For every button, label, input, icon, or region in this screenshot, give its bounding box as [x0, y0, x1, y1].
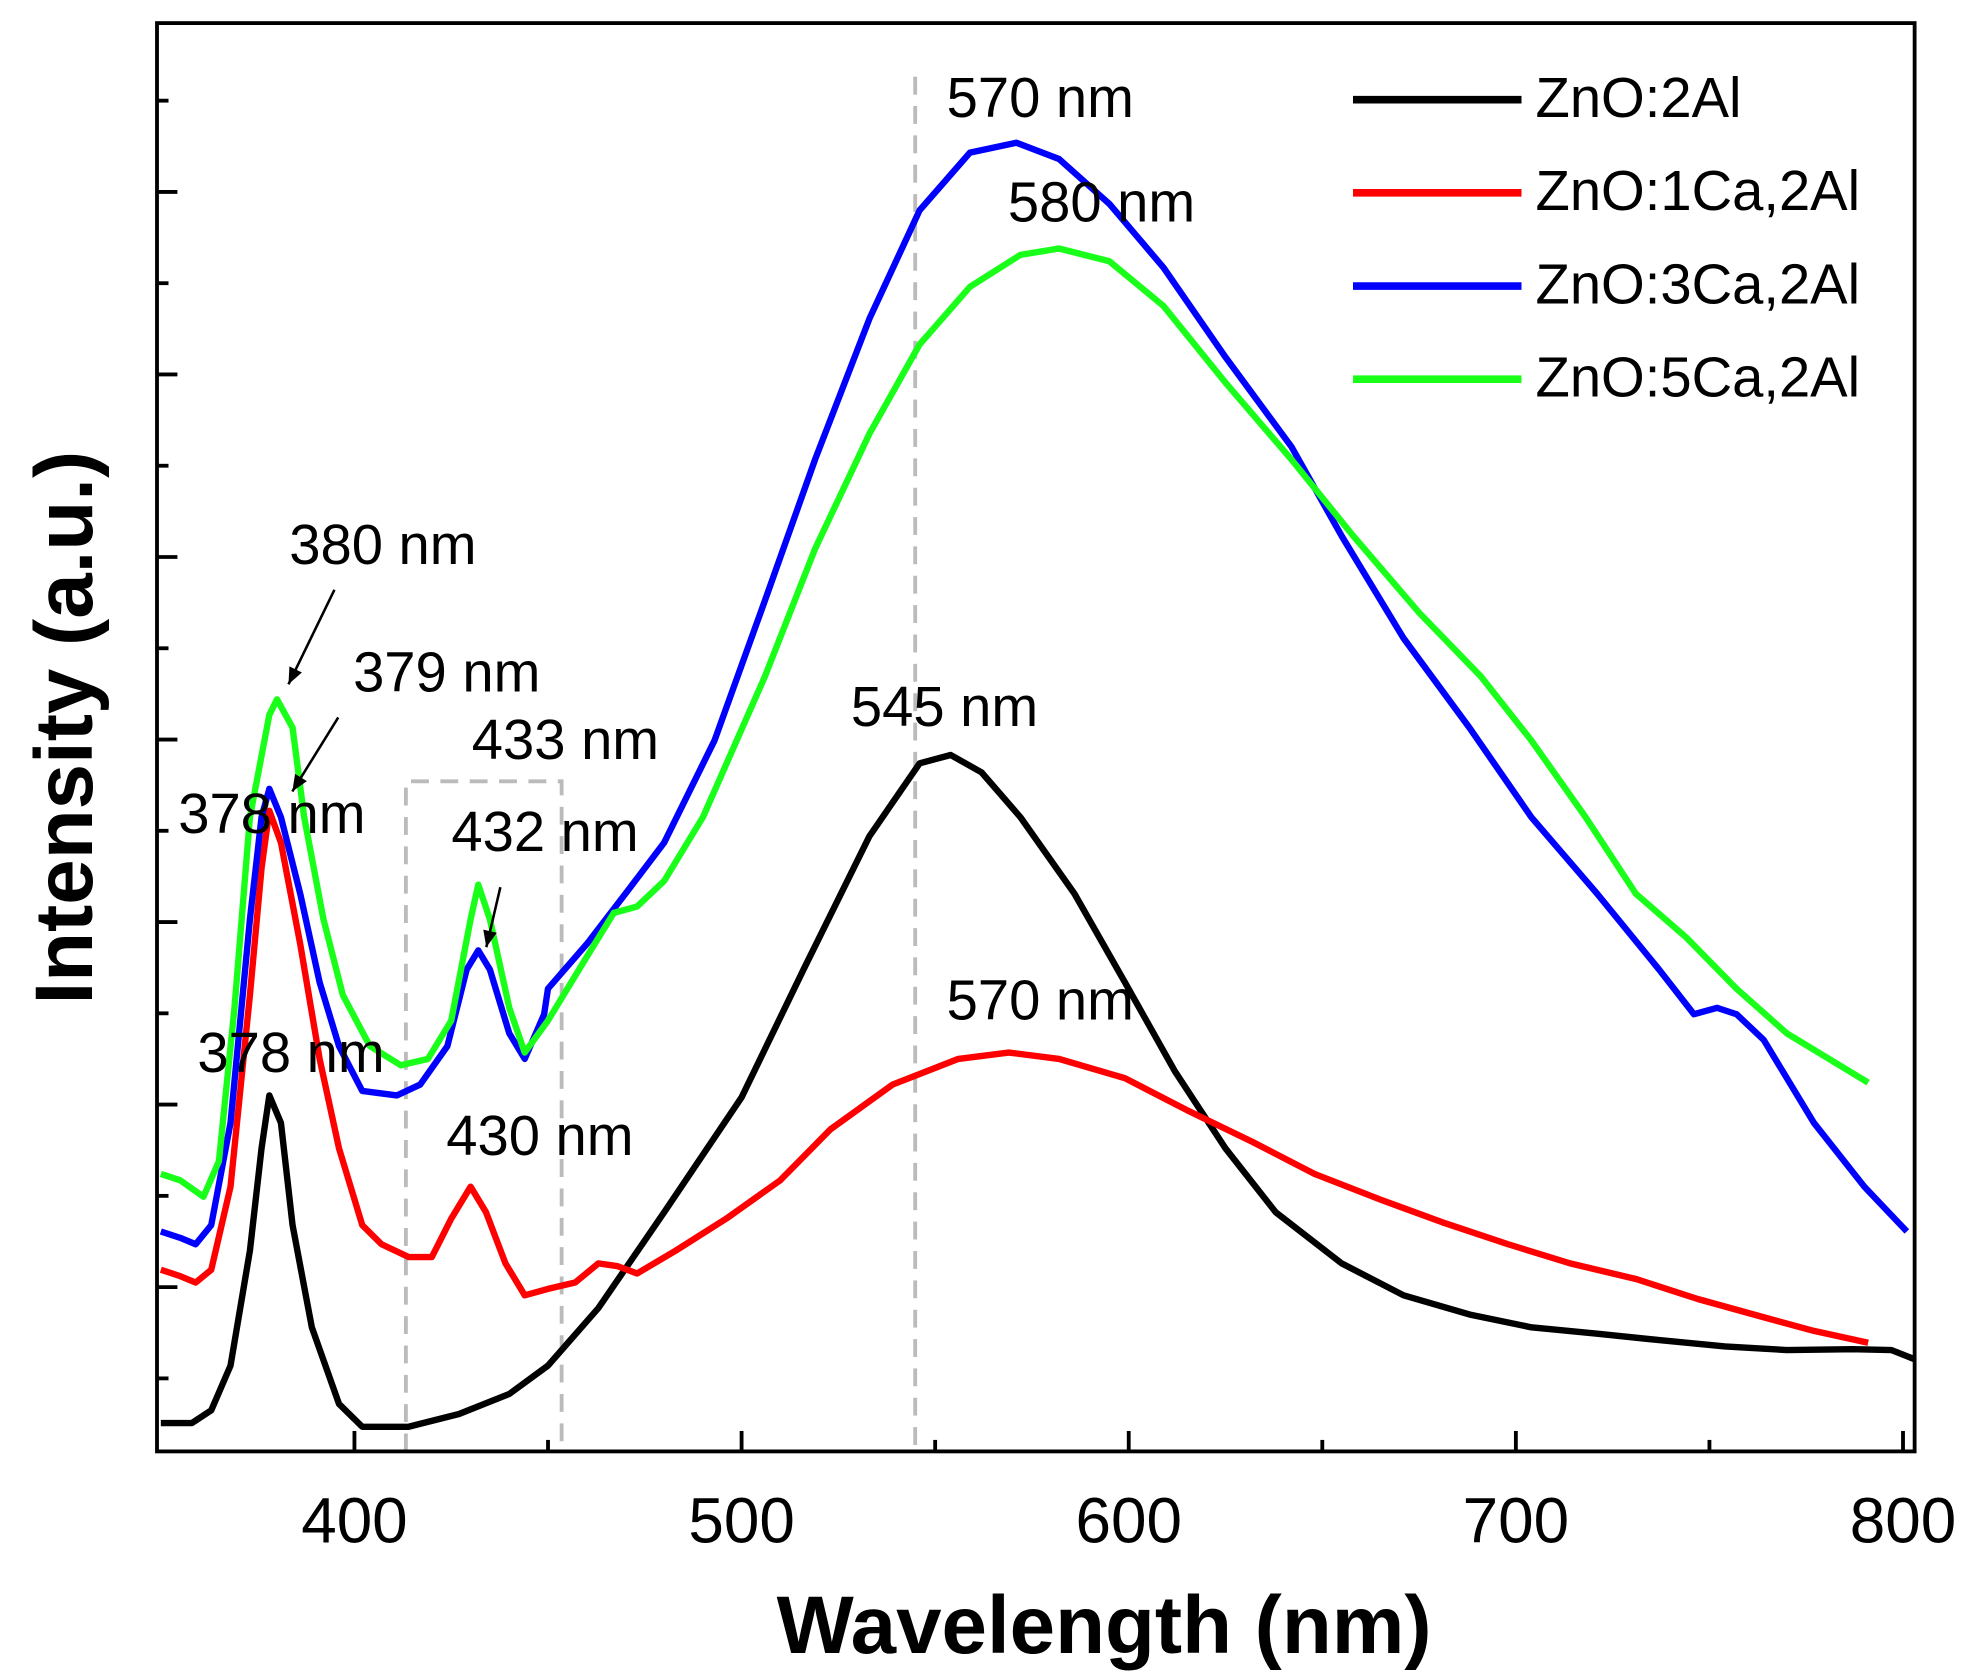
- plot-frame: [155, 21, 1917, 1454]
- x-tick-label: 600: [1075, 1484, 1181, 1556]
- annotation: 545 nm: [851, 675, 1038, 738]
- annotation: 378 nm: [197, 1021, 384, 1084]
- legend-label: ZnO:2Al: [1536, 66, 1742, 129]
- legend-label: ZnO:1Ca,2Al: [1536, 159, 1861, 222]
- legend-label: ZnO:3Ca,2Al: [1536, 252, 1861, 315]
- annotation: 580 nm: [1008, 171, 1195, 234]
- series-line: [159, 807, 1869, 1346]
- x-axis-label: Wavelength (nm): [777, 1580, 1432, 1671]
- x-tick-label: 700: [1463, 1484, 1569, 1556]
- annotation: 379 nm: [353, 640, 540, 703]
- arrow-head: [292, 773, 307, 792]
- annotation: 378 nm: [178, 782, 365, 845]
- annotation: 433 nm: [472, 708, 659, 771]
- annotation: 430 nm: [446, 1104, 633, 1167]
- annotation: 570 nm: [947, 66, 1134, 129]
- x-tick-label: 500: [688, 1484, 794, 1556]
- arrow-head: [483, 929, 497, 948]
- arrow-shaft: [287, 589, 336, 685]
- series-line: [159, 139, 1910, 1248]
- legend-label: ZnO:5Ca,2Al: [1536, 346, 1861, 409]
- arrow-head: [288, 666, 302, 685]
- x-tick-label: 400: [301, 1484, 407, 1556]
- guide-box: [403, 779, 564, 1452]
- annotation: 570 nm: [947, 968, 1134, 1031]
- annotation: 432 nm: [451, 800, 638, 863]
- y-axis-label: Intensity (a.u.): [19, 451, 110, 1005]
- series-line: [159, 245, 1870, 1200]
- series-line: [160, 751, 1916, 1430]
- x-tick-label: 800: [1850, 1484, 1956, 1556]
- annotation: 380 nm: [289, 513, 476, 576]
